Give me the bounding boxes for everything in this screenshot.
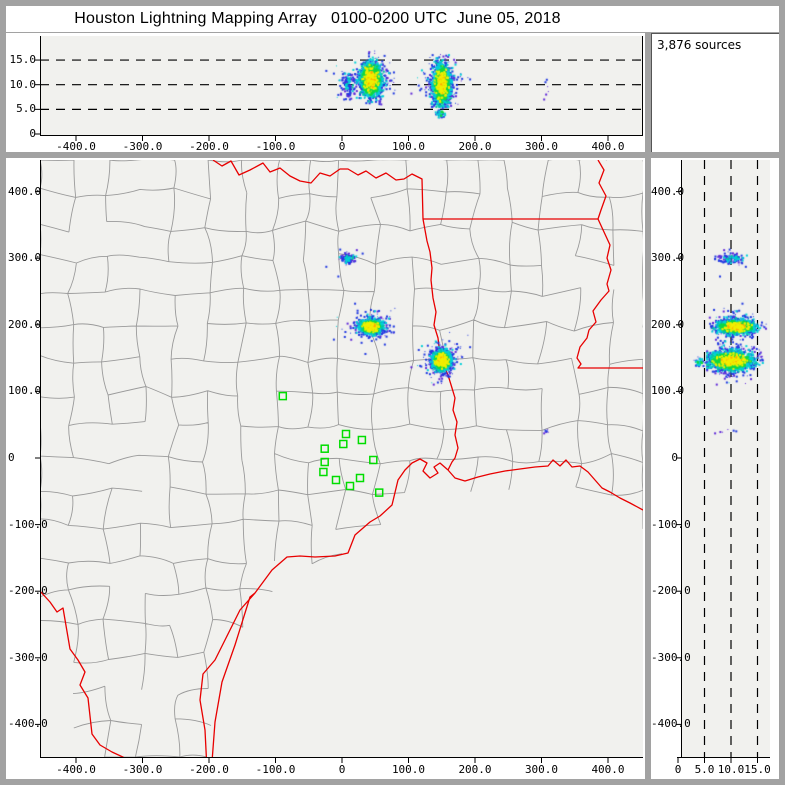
tick-label: 300.0	[524, 763, 559, 776]
tick-label: 0	[671, 451, 678, 464]
tick-label: 15.0	[9, 53, 37, 67]
tick-label: 0	[674, 763, 682, 776]
tick-label: -400.0	[8, 717, 48, 731]
ns-altitude-points	[681, 160, 770, 757]
tick-label: -200.0	[189, 140, 229, 153]
panel-northsouth-vs-altitude: 400.0 300.0 200.0 100.0 0 -100.0 -200.0 -300.0 -…	[651, 158, 779, 779]
tick-label: 200.0	[458, 763, 492, 776]
tick-label: 300.0	[524, 140, 559, 153]
tick-label: 400.0	[591, 140, 625, 153]
tick-label: 15.0	[744, 763, 771, 776]
panel-altitude-vs-eastwest: 0 5.0 10.0 15.0 -400.0 -300.0 -200.0 -100.0 0 100…	[6, 33, 645, 153]
tick-label: 0	[338, 763, 346, 776]
tick-label: 0	[29, 127, 36, 140]
tick-label: 400.0	[651, 184, 685, 198]
altitude-ew-points	[40, 36, 643, 135]
tick-label: 200.0	[651, 317, 685, 331]
tick-label: 300.0	[8, 251, 42, 265]
tick-label: 0	[8, 451, 15, 464]
tick-label: -200.0	[8, 584, 48, 598]
tick-label: -400.0	[651, 717, 691, 731]
panel-plan-view-map: 400.0 300.0 200.0 100.0 0 -100.0 -200.0 -300.0 -…	[6, 158, 645, 779]
tick-label: 300.0	[651, 251, 685, 265]
tick-label: -300.0	[122, 763, 163, 776]
tick-label: 400.0	[8, 184, 42, 198]
tick-label: 100.0	[391, 140, 426, 153]
tick-label: -100.0	[255, 140, 296, 153]
tick-label: -100.0	[651, 517, 691, 531]
tick-label: -200.0	[651, 584, 691, 598]
tick-label: 5.0	[694, 763, 715, 776]
sources-count-label: 3,876 sources	[657, 38, 742, 52]
tick-label: -300.0	[122, 140, 163, 153]
tick-label: -100.0	[8, 517, 48, 531]
tick-label: 200.0	[8, 317, 42, 331]
tick-label: -400.0	[56, 140, 96, 153]
title-bar: Houston Lightning Mapping Array 0100-020…	[6, 6, 779, 32]
tick-label: 5.0	[16, 102, 36, 116]
tick-label: 0	[338, 140, 346, 153]
sources-count-box: 3,876 sources	[651, 33, 779, 152]
tick-label: 100.0	[651, 384, 685, 398]
tick-label: 100.0	[8, 384, 42, 398]
plan-view-points	[40, 160, 643, 757]
tick-label: 10.0	[9, 77, 37, 91]
page-title: Houston Lightning Mapping Array 0100-020…	[74, 10, 561, 27]
tick-label: -400.0	[56, 763, 96, 776]
tick-label: -100.0	[255, 763, 296, 776]
tick-label: -300.0	[651, 650, 691, 664]
tick-label: -200.0	[189, 763, 229, 776]
tick-label: 200.0	[458, 140, 492, 153]
tick-label: 10.0	[717, 763, 745, 776]
tick-label: -300.0	[8, 650, 48, 664]
tick-label: 100.0	[391, 763, 426, 776]
tick-label: 400.0	[591, 763, 625, 776]
